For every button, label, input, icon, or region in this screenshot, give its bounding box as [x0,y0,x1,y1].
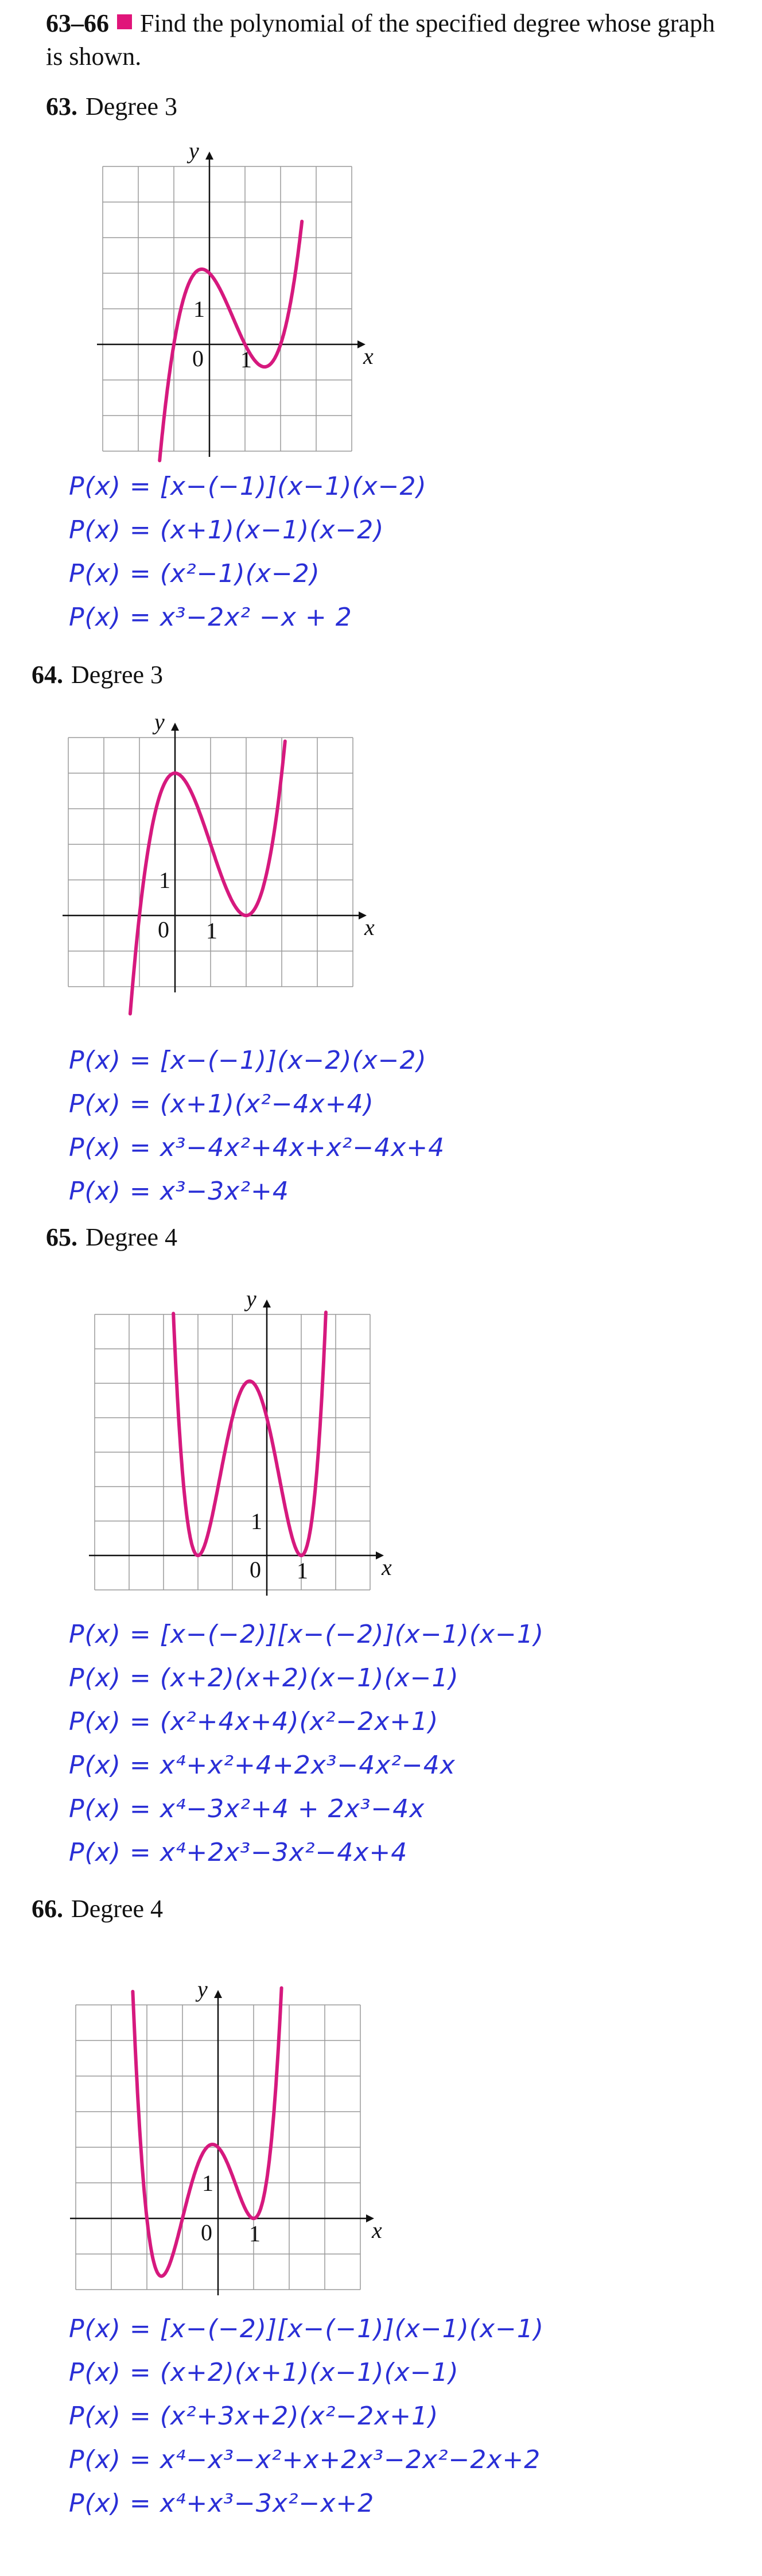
work-line: P(x) = x⁴−x³−x²+x+2x³−2x²−2x+2 [69,2445,541,2474]
work-line: P(x) = (x+2)(x+2)(x−1)(x−1) [69,1663,459,1693]
exercise-instructions: Find the polynomial of the specified deg… [46,9,715,71]
x-axis-arrow-icon [357,340,366,348]
origin-label: 0 [250,1557,261,1582]
y-tick-label: 1 [159,867,170,893]
x-axis-label: x [381,1554,392,1580]
x-axis-arrow-icon [366,2214,374,2222]
y-axis-label: y [186,138,199,164]
work-line: P(x) = x⁴+x²+4+2x³−4x²−4x [69,1751,456,1780]
problem-number: 65. [46,1223,77,1251]
x-tick-label: 1 [206,918,217,944]
problem-title: Degree 4 [71,1895,164,1923]
origin-label: 0 [192,346,204,371]
x-axis-label: x [364,914,375,940]
y-axis-arrow-icon [171,723,179,731]
work-line: P(x) = (x²+4x+4)(x²−2x+1) [69,1707,439,1736]
y-tick-label: 1 [202,2170,213,2196]
x-tick-label: 1 [249,2221,261,2247]
work-line: P(x) = (x+1)(x−1)(x−2) [69,515,384,545]
x-axis-arrow-icon [359,911,367,920]
y-axis-label: y [152,709,165,735]
exercise-header: 63–66 Find the polynomial of the specifie… [46,7,734,73]
polynomial-curve [131,1986,283,2278]
problem-65-graph: x y 0 1 1 [89,1286,392,1596]
problem-66-label: 66. Degree 4 [32,1894,163,1923]
polynomial-curve [158,219,304,463]
polynomial-curve [128,739,287,1016]
exercise-range: 63–66 [46,9,109,37]
y-axis-arrow-icon [263,1299,271,1308]
origin-label: 0 [158,917,169,942]
work-line: P(x) = (x²+3x+2)(x²−2x+1) [69,2402,439,2431]
y-tick-label: 1 [251,1508,262,1534]
work-line: P(x) = x³−4x²+4x+x²−4x+4 [69,1133,445,1162]
origin-label: 0 [201,2220,212,2245]
work-line: P(x) = x³−3x²+4 [69,1177,289,1206]
problem-title: Degree 4 [85,1223,178,1251]
work-line: P(x) = x⁴+2x³−3x²−4x+4 [69,1838,408,1867]
y-tick-label: 1 [193,296,205,322]
work-line: P(x) = [x−(−1)](x−1)(x−2) [69,472,427,501]
polynomial-curve [172,1310,328,1557]
work-line: P(x) = [x−(−2)][x−(−1)](x−1)(x−1) [69,2314,545,2344]
work-line: P(x) = (x+1)(x²−4x+4) [69,1089,374,1119]
problem-63-label: 63. Degree 3 [46,92,177,121]
y-axis-label: y [195,1976,208,2002]
problem-66-graph: x y 0 1 1 [70,1976,382,2295]
problem-65-work: P(x) = [x−(−2)][x−(−2)](x−1)(x−1) P(x) =… [69,1613,544,1875]
problem-66-work: P(x) = [x−(−2)][x−(−1)](x−1)(x−1) P(x) =… [69,2307,544,2525]
work-line: P(x) = (x²−1)(x−2) [69,559,320,588]
problem-64-work: P(x) = [x−(−1)](x−2)(x−2) P(x) = (x+1)(x… [69,1039,445,1213]
y-axis-label: y [244,1286,256,1312]
problem-63-work: P(x) = [x−(−1)](x−1)(x−2) P(x) = (x+1)(x… [69,465,427,639]
accent-square-icon [117,14,132,29]
problem-64-graph: x y 0 1 1 [63,709,375,1016]
work-line: P(x) = [x−(−1)](x−2)(x−2) [69,1046,427,1075]
x-axis-label: x [363,343,374,369]
problem-number: 63. [46,92,77,121]
x-axis-label: x [371,2217,382,2243]
work-line: P(x) = x⁴−3x²+4 + 2x³−4x [69,1794,425,1824]
work-line: P(x) = x⁴+x³−3x²−x+2 [69,2489,375,2518]
x-axis-arrow-icon [376,1551,384,1559]
problem-65-label: 65. Degree 4 [46,1223,177,1252]
work-line: P(x) = (x+2)(x+1)(x−1)(x−1) [69,2358,459,2387]
y-axis-arrow-icon [205,152,213,160]
problem-number: 64. [32,661,63,689]
x-tick-label: 1 [297,1558,308,1584]
problem-64-label: 64. Degree 3 [32,660,163,689]
work-line: P(x) = x³−2x² −x + 2 [69,603,352,632]
problem-title: Degree 3 [85,92,178,121]
problem-number: 66. [32,1895,63,1923]
problem-63-graph: xy0 11 [97,138,374,463]
work-line: P(x) = [x−(−2)][x−(−2)](x−1)(x−1) [69,1620,545,1649]
problem-title: Degree 3 [71,661,164,689]
y-axis-arrow-icon [214,1990,222,1998]
